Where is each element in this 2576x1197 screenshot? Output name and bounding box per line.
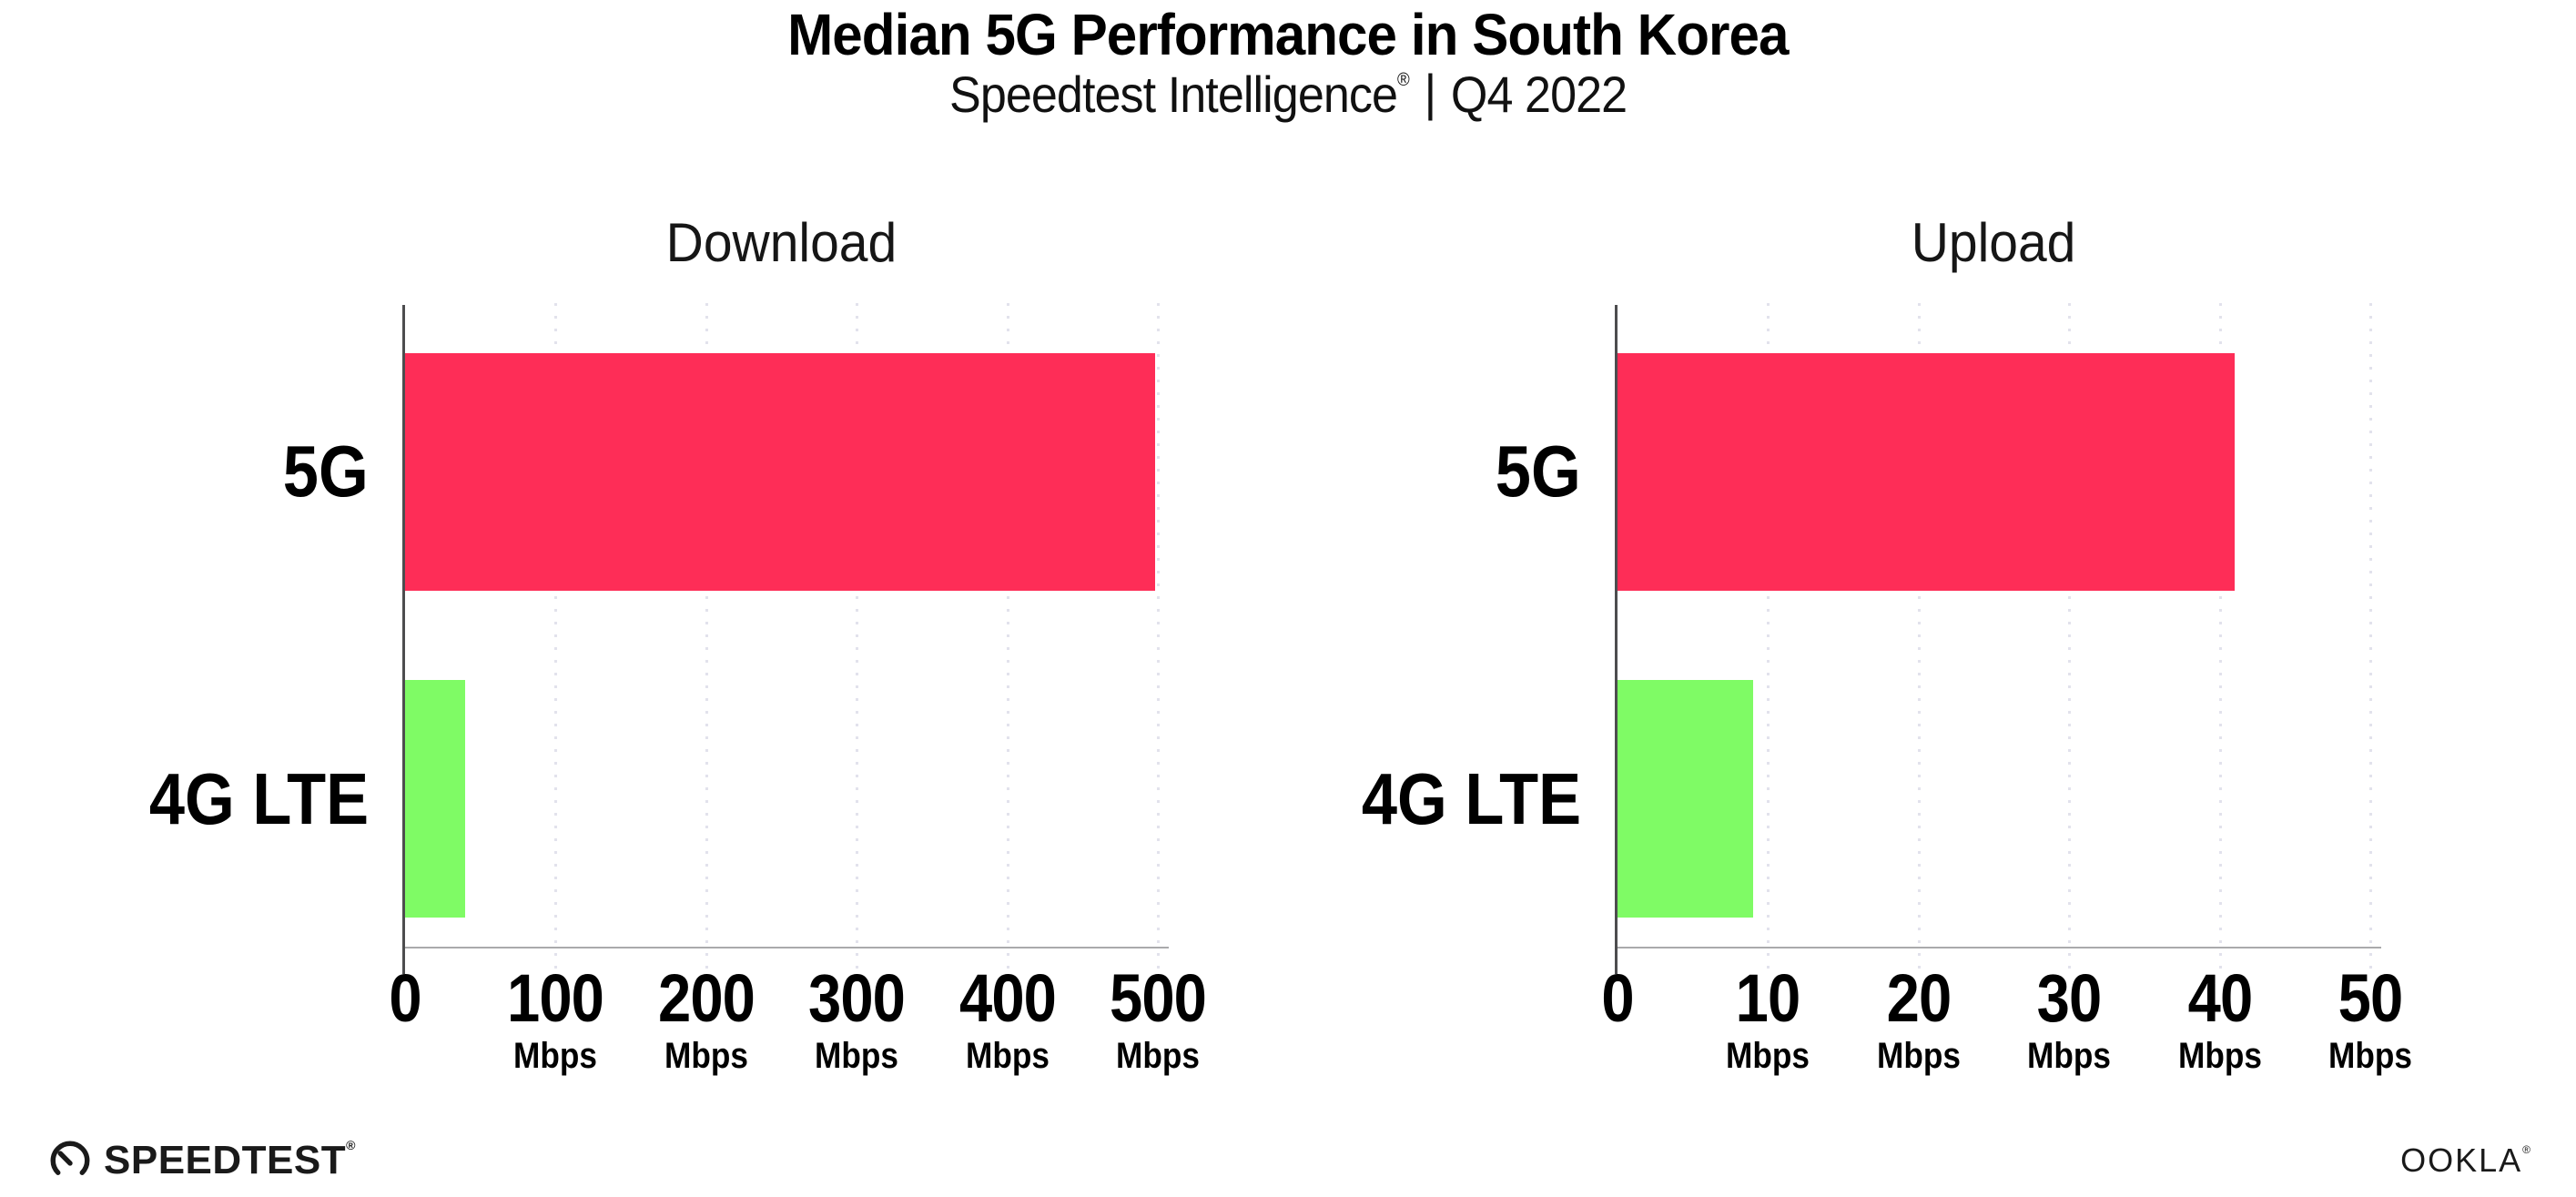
- category-label-5g: 5G: [1496, 431, 1581, 512]
- subtitle-period: Q4 2022: [1450, 66, 1628, 123]
- footer: SPEEDTEST® OOKLA®: [47, 1137, 2532, 1184]
- x-tick-value: 100: [507, 960, 604, 1036]
- category-labels: 5G 4G LTE: [1362, 305, 1604, 947]
- header: Median 5G Performance in South Korea Spe…: [0, 0, 2576, 120]
- bar-5g: [1618, 352, 2236, 591]
- ookla-wordmark: OOKLA: [2400, 1141, 2523, 1179]
- category-label-4g-lte: 4G LTE: [1361, 757, 1581, 839]
- bar-chart: Upload 5G 4G LTE 0 10 Mbps 20 Mbps 30 Mbps 40 Mbp…: [1362, 216, 2412, 1075]
- x-tick-value: 500: [1109, 960, 1207, 1036]
- x-tick-unit: Mbps: [2328, 1036, 2412, 1077]
- gridline: [1917, 303, 1921, 974]
- gridline: [705, 303, 708, 974]
- registered-mark-icon: ®: [2522, 1143, 2532, 1156]
- subtitle-separator: |: [1424, 64, 1436, 121]
- gridline: [1157, 303, 1160, 974]
- x-tick-value: 10: [1736, 960, 1801, 1036]
- gridline: [2218, 303, 2222, 974]
- x-axis-line: [1615, 947, 2381, 948]
- x-tick-value: 200: [657, 960, 756, 1036]
- x-tick-unit: Mbps: [1876, 1036, 1961, 1077]
- gridline: [1767, 303, 1770, 974]
- speedtest-gauge-icon: [50, 1141, 90, 1175]
- x-tick-unit: Mbps: [2177, 1036, 2262, 1077]
- x-tick-value: 0: [1601, 960, 1634, 1036]
- x-tick-unit: Mbps: [815, 1036, 899, 1077]
- chart-title: Download: [665, 212, 898, 273]
- x-tick: 100 Mbps: [507, 960, 604, 1077]
- x-tick-unit: Mbps: [513, 1036, 598, 1077]
- x-tick: 20 Mbps: [1876, 960, 1961, 1077]
- x-axis-ticks: 0 100 Mbps 200 Mbps 300 Mbps 400 Mbps 500 Mbps: [389, 960, 1207, 1103]
- x-tick: 300 Mbps: [808, 960, 906, 1077]
- x-tick-unit: Mbps: [1726, 1036, 1810, 1077]
- charts-row: Download 5G 4G LTE 0 100 Mbps 200 Mbps 300 Mbps…: [149, 216, 2412, 1075]
- chart-title-row: Upload: [1618, 216, 2370, 272]
- bar-4g-lte: [1618, 680, 1753, 918]
- bar-chart: Download 5G 4G LTE 0 100 Mbps 200 Mbps 300 Mbps…: [149, 216, 1207, 1075]
- page-title-text: Median 5G Performance in South Korea: [787, 2, 1789, 67]
- x-tick-value: 40: [2187, 960, 2253, 1036]
- registered-mark-icon: ®: [346, 1138, 356, 1152]
- plot-area: 0 100 Mbps 200 Mbps 300 Mbps 400 Mbps 500 Mbps: [389, 303, 1207, 1074]
- x-tick-value: 300: [808, 960, 906, 1036]
- gridline: [2068, 303, 2072, 974]
- gridline: [554, 303, 558, 974]
- registered-mark-icon: ®: [1396, 70, 1410, 90]
- category-label-5g: 5G: [283, 431, 369, 512]
- x-tick: 10 Mbps: [1726, 960, 1810, 1077]
- category-label-4g-lte: 4G LTE: [148, 757, 369, 839]
- gridline: [1006, 303, 1009, 974]
- x-tick: 200 Mbps: [657, 960, 756, 1077]
- x-tick: 50 Mbps: [2328, 960, 2412, 1077]
- x-tick-value: 0: [389, 960, 421, 1036]
- x-tick: 400 Mbps: [958, 960, 1057, 1077]
- chart-title-row: Download: [405, 216, 1158, 272]
- speedtest-wordmark: SPEEDTEST®: [104, 1138, 356, 1182]
- x-tick-value: 400: [958, 960, 1057, 1036]
- gridline: [856, 303, 859, 974]
- x-tick: 0: [389, 960, 421, 1036]
- page-subtitle: Speedtest Intelligence® | Q4 2022: [0, 66, 2576, 123]
- plot-area: 0 10 Mbps 20 Mbps 30 Mbps 40 Mbps 50 Mbps: [1601, 303, 2412, 1074]
- x-tick-value: 30: [2036, 960, 2103, 1036]
- x-tick-value: 50: [2338, 960, 2404, 1036]
- x-axis-line: [402, 947, 1169, 948]
- x-tick: 40 Mbps: [2177, 960, 2262, 1077]
- x-tick-unit: Mbps: [1116, 1036, 1200, 1077]
- x-tick-unit: Mbps: [2027, 1036, 2112, 1077]
- bar-4g-lte: [405, 680, 466, 918]
- category-labels: 5G 4G LTE: [149, 305, 391, 947]
- x-tick: 500 Mbps: [1109, 960, 1207, 1077]
- x-tick-unit: Mbps: [965, 1036, 1050, 1077]
- speedtest-logo: SPEEDTEST®: [47, 1138, 356, 1183]
- x-tick-value: 20: [1886, 960, 1952, 1036]
- chart-title: Upload: [1912, 212, 2076, 273]
- x-tick-unit: Mbps: [664, 1036, 748, 1077]
- x-tick: 30 Mbps: [2027, 960, 2112, 1077]
- x-tick: 0: [1601, 960, 1634, 1036]
- subtitle-brand: Speedtest Intelligence: [948, 66, 1398, 123]
- x-axis-ticks: 0 10 Mbps 20 Mbps 30 Mbps 40 Mbps 50 Mbps: [1601, 960, 2412, 1103]
- ookla-logo: OOKLA®: [2400, 1144, 2532, 1177]
- gridline: [2369, 303, 2372, 974]
- page-title: Median 5G Performance in South Korea: [0, 5, 2576, 64]
- bar-5g: [405, 352, 1155, 591]
